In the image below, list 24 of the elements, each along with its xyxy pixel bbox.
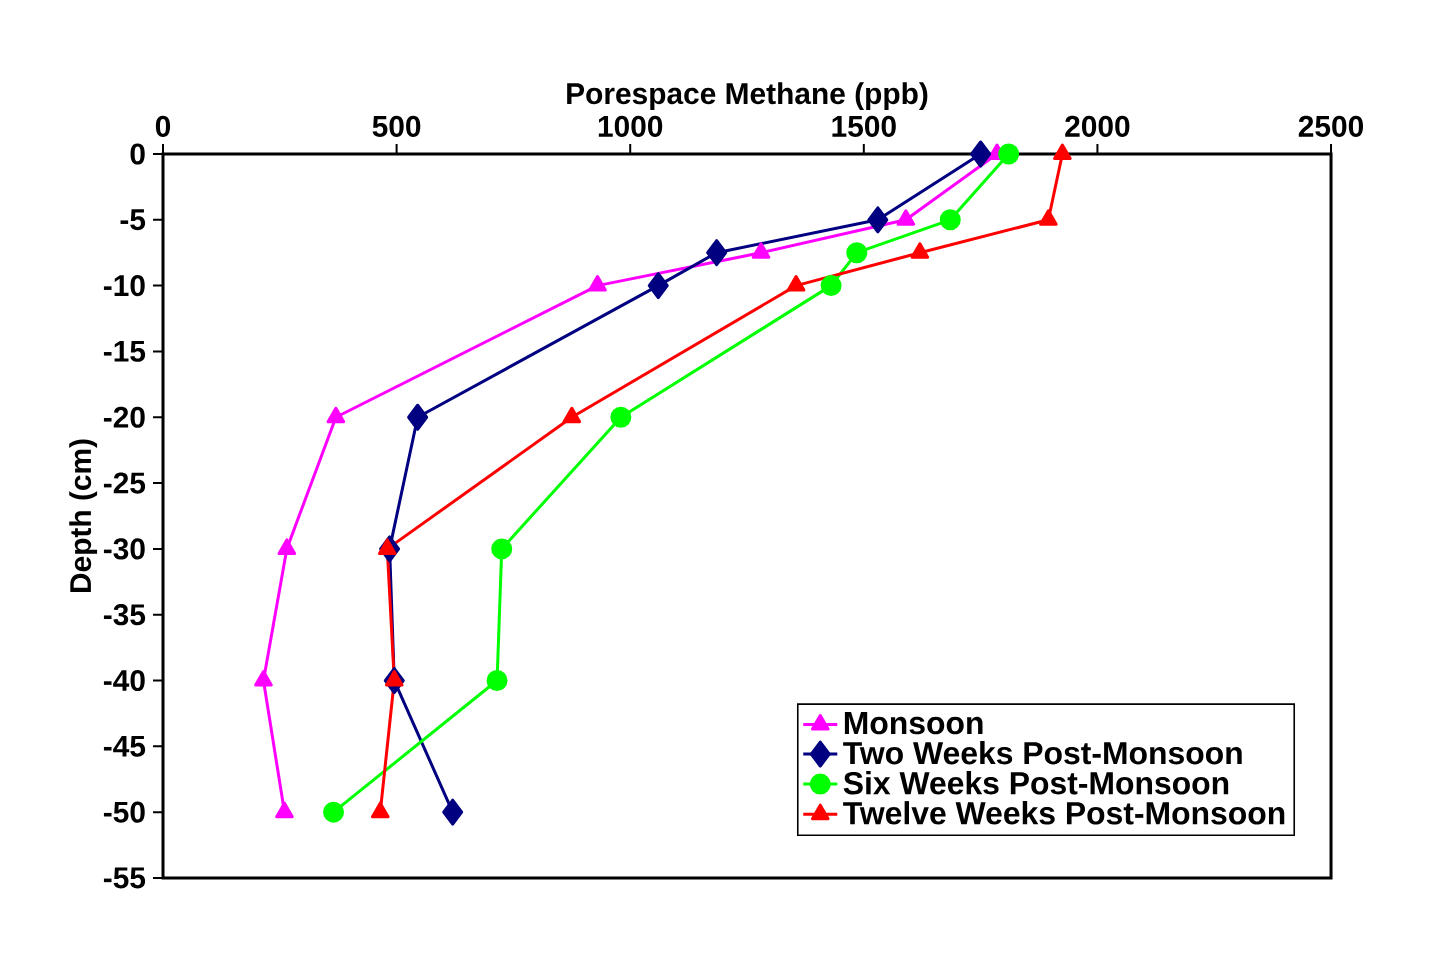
x-tick-label: 1000 <box>598 115 663 137</box>
x-tick-label: 2000 <box>1065 115 1130 137</box>
legend-label: Twelve Weeks Post-Monsoon <box>843 801 1285 825</box>
y-tick-label: -25 <box>103 472 146 494</box>
legend-label: Monsoon <box>844 712 983 735</box>
y-tick-label: -50 <box>103 801 145 823</box>
x-axis-title: Porespace Methane (ppb) <box>567 82 928 111</box>
legend-label: Six Weeks Post-Monsoon <box>843 771 1229 795</box>
x-tick-label: 500 <box>372 115 421 137</box>
y-tick-label: -15 <box>103 341 146 362</box>
y-tick-label: -5 <box>120 209 146 231</box>
y-tick-label: -10 <box>103 275 145 297</box>
y-tick-label: -45 <box>103 735 146 757</box>
y-axis-title: Depth (cm) <box>69 439 98 593</box>
legend-label: Two Weeks Post-Monsoon <box>843 741 1242 765</box>
x-tick-label: 0 <box>155 115 171 137</box>
y-tick-label: -55 <box>103 867 146 889</box>
x-tick-label: 2500 <box>1298 115 1364 137</box>
y-tick-label: -30 <box>103 538 145 560</box>
y-tick-label: -40 <box>103 669 145 692</box>
y-tick-label: -35 <box>103 604 146 626</box>
y-tick-label: -20 <box>103 406 145 428</box>
y-tick-label: 0 <box>130 143 145 165</box>
x-tick-label: 1500 <box>832 115 896 137</box>
